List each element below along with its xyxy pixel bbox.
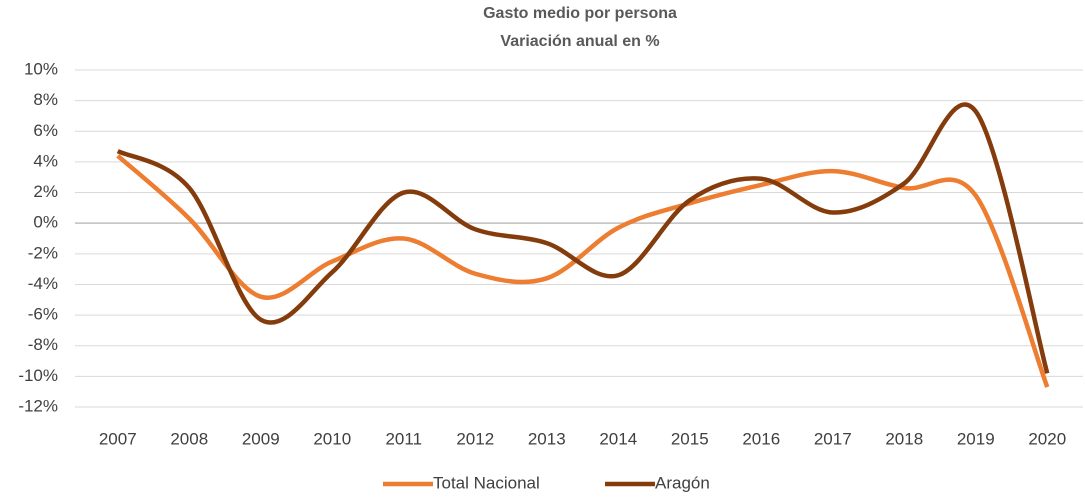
legend-label: Total Nacional [433,473,540,492]
x-tick-label: 2015 [671,429,709,448]
y-tick-label: 4% [33,151,58,170]
y-tick-label: 0% [33,213,58,232]
x-tick-label: 2009 [242,429,280,448]
x-tick-label: 2019 [957,429,995,448]
y-tick-label: -4% [28,274,58,293]
x-tick-label: 2013 [528,429,566,448]
x-tick-label: 2020 [1028,429,1066,448]
x-tick-label: 2008 [170,429,208,448]
x-tick-label: 2014 [599,429,637,448]
x-tick-label: 2007 [99,429,137,448]
y-tick-label: -6% [28,305,58,324]
y-tick-label: -2% [28,243,58,262]
chart-title: Gasto medio por persona [483,5,677,22]
legend-label: Aragón [655,473,710,492]
y-tick-label: -10% [18,366,58,385]
chart-subtitle: Variación anual en % [500,33,659,50]
y-tick-label: 8% [33,90,58,109]
y-tick-label: 2% [33,182,58,201]
y-tick-label: 6% [33,121,58,140]
x-tick-label: 2011 [385,429,422,448]
y-tick-label: -8% [28,335,58,354]
y-tick-label: 10% [24,59,58,78]
y-tick-label: -12% [18,396,58,415]
x-tick-label: 2017 [814,429,852,448]
series-line [116,154,1050,388]
x-tick-label: 2016 [742,429,780,448]
x-tick-label: 2018 [885,429,923,448]
series-line [116,102,1050,374]
x-tick-label: 2012 [456,429,494,448]
x-tick-label: 2010 [313,429,351,448]
